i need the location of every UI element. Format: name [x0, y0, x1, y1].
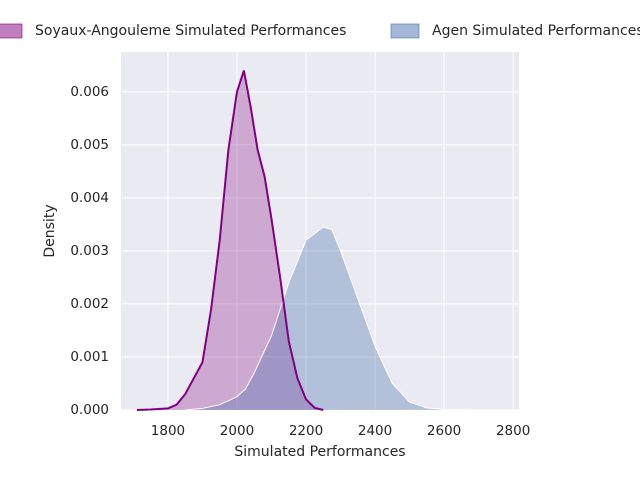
x-axis-label: Simulated Performances [234, 444, 405, 460]
plot-area [121, 52, 519, 410]
density-line [185, 226, 500, 411]
x-tick-label: 2200 [289, 423, 323, 439]
x-tick-label: 2600 [427, 423, 461, 439]
x-tick-label: 2800 [496, 423, 530, 439]
legend-swatch [0, 23, 23, 39]
x-tick-label: 2000 [220, 423, 254, 439]
y-axis-label: Density [42, 204, 58, 257]
y-tick-label: 0.004 [70, 190, 109, 206]
density-area [185, 227, 500, 410]
y-tick-label: 0.006 [70, 84, 109, 100]
legend-label: Soyaux-Angouleme Simulated Performances [35, 23, 346, 39]
x-tick-label: 1800 [151, 423, 185, 439]
y-tick-label: 0.002 [70, 296, 109, 312]
y-tick-label: 0.001 [70, 349, 109, 365]
y-tick-label: 0.005 [70, 137, 109, 153]
x-tick-label: 2400 [358, 423, 392, 439]
legend-label: Agen Simulated Performances [432, 23, 640, 39]
y-tick-label: 0.003 [70, 243, 109, 259]
y-tick-label: 0.000 [70, 402, 109, 418]
legend-swatch [390, 23, 420, 39]
density-area [136, 70, 324, 411]
density-line [136, 70, 324, 411]
